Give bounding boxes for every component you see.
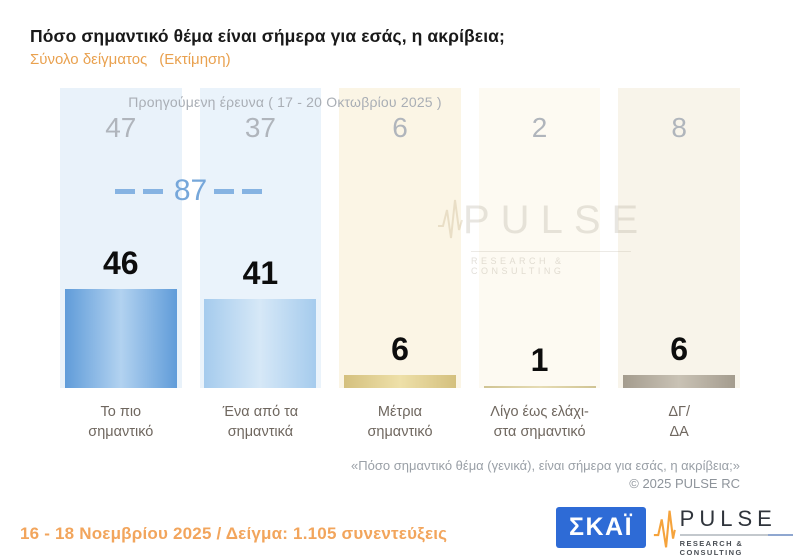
category-label-line: Λίγο έως ελάχι- xyxy=(490,404,589,420)
category-label-line: Μέτρια xyxy=(377,404,423,420)
category-label-line: Ένα από τα xyxy=(222,404,299,420)
category-label: ΔΓ/ ΔΑ xyxy=(618,402,740,443)
category-label-line: στα σημαντικό xyxy=(493,424,586,441)
dash-line-left xyxy=(114,188,167,194)
bar-value: 1 xyxy=(530,342,549,378)
previous-value: 8 xyxy=(671,112,687,143)
poll-bar-chart: 47 46 37 41 6 6 2 1 8 6 87 xyxy=(60,88,740,388)
dash-line-right xyxy=(214,188,267,194)
fieldwork-date-sample: 16 - 18 Νοεμβρίου 2025 / Δείγμα: 1.105 σ… xyxy=(20,524,448,543)
bar-value: 41 xyxy=(242,255,279,291)
previous-value: 47 xyxy=(105,112,137,143)
pulse-logo: PULSE RESEARCH & CONSULTING xyxy=(653,504,793,557)
bar-column-moderately-important: 6 6 xyxy=(339,88,461,388)
category-label-line: σημαντικό xyxy=(367,424,433,441)
bar-value: 6 xyxy=(391,331,409,367)
chart-subtitle: Σύνολο δείγματος (Εκτίμηση) xyxy=(30,51,231,68)
question-wording: «Πόσο σημαντικό θέμα (γενικά), είναι σήμ… xyxy=(350,458,740,473)
previous-value: 37 xyxy=(244,112,276,143)
sum-value: 87 xyxy=(173,174,208,207)
estimate-note: (Εκτίμηση) xyxy=(159,51,231,68)
footnote: «Πόσο σημαντικό θέμα (γενικά), είναι σήμ… xyxy=(351,458,740,491)
category-label: Λίγο έως ελάχι- στα σημαντικό xyxy=(479,402,601,443)
skai-logo-text: ΣΚΑΪ xyxy=(568,513,634,541)
previous-value: 6 xyxy=(392,112,408,143)
bar-value: 46 xyxy=(103,245,139,281)
category-label-line: σημαντικά xyxy=(227,424,294,441)
bar-column-most-important: 47 46 xyxy=(60,88,182,388)
pulse-logo-divider xyxy=(679,534,793,536)
bar xyxy=(64,289,177,388)
bar xyxy=(204,299,317,388)
copyright: © 2025 PULSE RC xyxy=(629,476,740,491)
category-labels: Το πιο σημαντικό Ένα από τα σημαντικά Μέ… xyxy=(60,402,740,443)
bar-column-little-important: 2 1 xyxy=(478,88,601,388)
page-title: Πόσο σημαντικό θέμα είναι σήμερα για εσά… xyxy=(30,26,505,46)
previous-value: 2 xyxy=(531,112,548,143)
category-label-line: ΔΑ xyxy=(669,424,689,441)
category-label: Μέτρια σημαντικό xyxy=(339,402,461,443)
skai-logo: ΣΚΑΪ xyxy=(556,507,646,548)
bar xyxy=(623,375,736,388)
pulse-logo-subtext: RESEARCH & CONSULTING xyxy=(679,539,744,557)
category-label-line: Το πιο xyxy=(100,404,142,420)
sum-annotation: 87 xyxy=(98,176,283,206)
category-label-line: σημαντικό xyxy=(88,424,154,441)
bar-column-one-of-important: 37 41 xyxy=(199,88,322,388)
bar xyxy=(483,386,596,388)
bar-column-dont-know: 8 6 xyxy=(618,88,740,388)
previous-survey-caption: Προηγούμενη έρευνα ( 17 - 20 Οκτωβρίου 2… xyxy=(128,94,442,110)
bar xyxy=(344,375,456,388)
pulse-heartbeat-icon xyxy=(653,510,676,548)
category-label: Το πιο σημαντικό xyxy=(60,402,182,443)
bar-value: 6 xyxy=(670,331,689,367)
pulse-logo-text: PULSE xyxy=(679,506,777,531)
sample-scope-label: Σύνολο δείγματος xyxy=(30,51,148,68)
category-label: Ένα από τα σημαντικά xyxy=(200,402,322,443)
category-label-line: ΔΓ/ xyxy=(668,404,691,420)
